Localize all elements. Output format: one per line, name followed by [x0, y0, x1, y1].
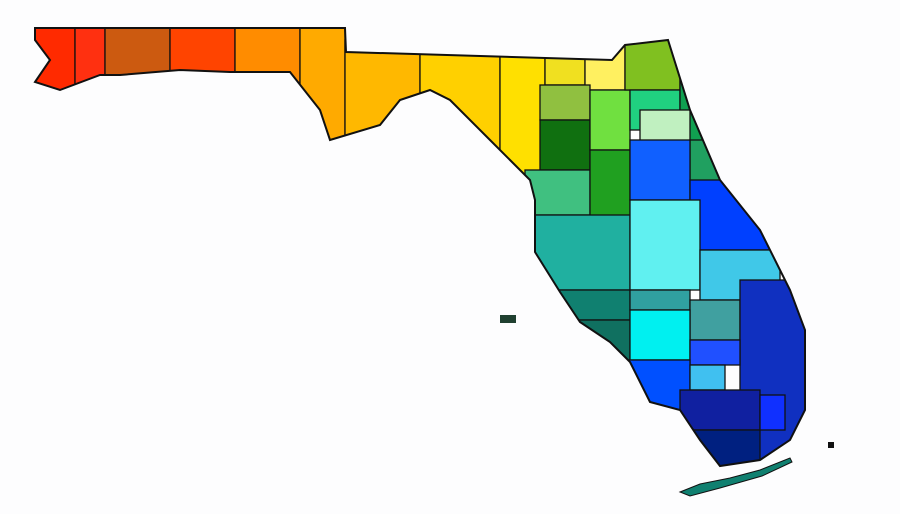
island [500, 315, 516, 323]
state-outline [33, 27, 806, 468]
county [169, 28, 236, 101]
county [234, 28, 301, 101]
county [499, 39, 546, 181]
county [589, 89, 631, 151]
county [689, 299, 741, 341]
county [539, 119, 591, 171]
county [74, 28, 106, 101]
county [344, 39, 421, 151]
county [584, 39, 626, 91]
county [759, 394, 786, 431]
counties [35, 28, 805, 466]
county [689, 364, 726, 391]
county [539, 84, 591, 121]
county [629, 309, 691, 361]
island [828, 442, 834, 448]
county [299, 28, 346, 151]
county [689, 179, 771, 251]
county [679, 429, 761, 466]
county [629, 199, 701, 291]
county [629, 289, 691, 311]
county [629, 139, 691, 201]
county [689, 339, 741, 366]
county [679, 389, 761, 431]
county [104, 28, 171, 101]
county [569, 319, 631, 371]
keys [678, 457, 793, 497]
county [544, 39, 586, 86]
county [524, 214, 631, 291]
